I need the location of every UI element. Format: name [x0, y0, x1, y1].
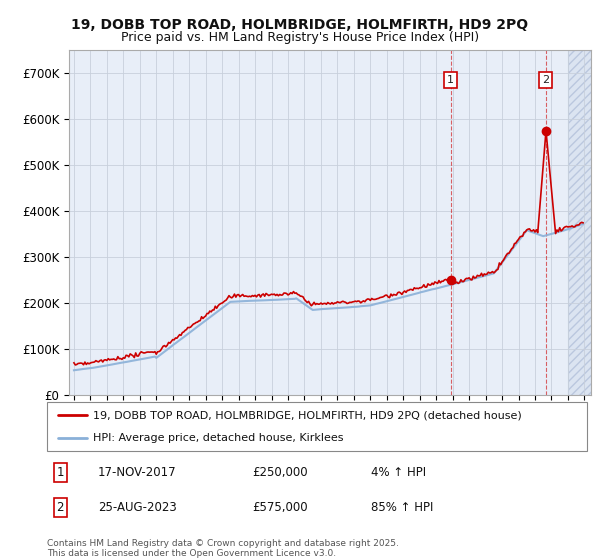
Bar: [568, 50, 593, 395]
Text: 1: 1: [447, 75, 454, 85]
Text: 2: 2: [56, 501, 64, 514]
Text: Contains HM Land Registry data © Crown copyright and database right 2025.
This d: Contains HM Land Registry data © Crown c…: [47, 539, 398, 558]
Text: 19, DOBB TOP ROAD, HOLMBRIDGE, HOLMFIRTH, HD9 2PQ (detached house): 19, DOBB TOP ROAD, HOLMBRIDGE, HOLMFIRTH…: [93, 410, 521, 421]
Text: 17-NOV-2017: 17-NOV-2017: [98, 466, 177, 479]
Text: 4% ↑ HPI: 4% ↑ HPI: [371, 466, 426, 479]
Text: £250,000: £250,000: [252, 466, 308, 479]
Bar: [568, 50, 593, 395]
Text: 2: 2: [542, 75, 549, 85]
Text: 25-AUG-2023: 25-AUG-2023: [98, 501, 177, 514]
Text: HPI: Average price, detached house, Kirklees: HPI: Average price, detached house, Kirk…: [93, 433, 343, 444]
Text: 1: 1: [56, 466, 64, 479]
Text: Price paid vs. HM Land Registry's House Price Index (HPI): Price paid vs. HM Land Registry's House …: [121, 31, 479, 44]
Text: 19, DOBB TOP ROAD, HOLMBRIDGE, HOLMFIRTH, HD9 2PQ: 19, DOBB TOP ROAD, HOLMBRIDGE, HOLMFIRTH…: [71, 17, 529, 31]
Text: £575,000: £575,000: [252, 501, 308, 514]
Text: 85% ↑ HPI: 85% ↑ HPI: [371, 501, 433, 514]
